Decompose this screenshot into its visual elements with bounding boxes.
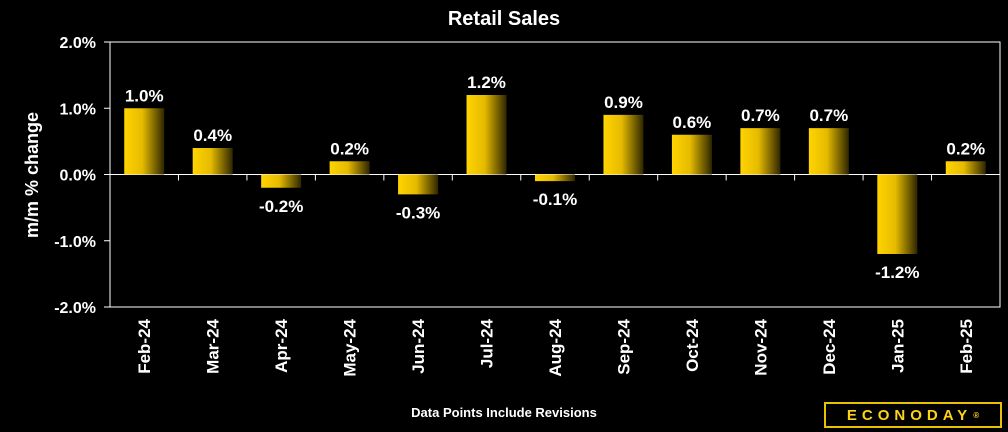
bar [603,114,644,175]
data-label: 0.7% [809,106,848,125]
data-label: 1.2% [467,73,506,92]
data-label: -1.2% [875,263,919,282]
logo-registered-mark: ® [973,410,980,420]
retail-sales-chart: Retail Sales m/m % change 2.0% 1.0% 0.0% -1… [22,8,1001,377]
x-tick-label: Jul-24 [478,318,497,368]
data-label: -0.1% [533,190,577,209]
bar [124,108,165,175]
bar [192,148,233,175]
x-tick-label: Apr-24 [272,318,291,372]
x-tick-label: Dec-24 [820,318,839,374]
x-tick-label: Oct-24 [683,318,702,371]
y-tick-label: 0.0% [60,168,96,185]
chart-title: Retail Sales [448,8,560,30]
x-tick-label: Sep-24 [614,318,633,374]
x-tick-label: Nov-24 [751,318,770,375]
x-tick-label: Feb-25 [957,319,976,374]
econoday-logo: ECONODAY ® [824,402,1002,428]
data-label: -0.3% [396,203,440,222]
y-tick-label: 1.0% [60,101,96,118]
logo-text: ECONODAY [846,406,973,424]
bar [877,174,918,254]
x-tick-label: Jun-24 [409,318,428,373]
x-tick-label: Jan-25 [888,319,907,373]
bar [466,95,507,175]
y-tick-label: -2.0% [54,300,96,317]
data-label: 0.6% [673,113,712,132]
data-label: 1.0% [125,86,164,105]
data-label: 0.4% [193,126,232,145]
bar [945,161,986,175]
bar [398,174,439,195]
x-tick-label: Aug-24 [546,318,565,376]
x-tick-label: Mar-24 [204,318,223,373]
y-tick-label: -1.0% [54,234,96,251]
bar [535,174,575,182]
footer-note: Data Points Include Revisions [411,405,597,420]
data-label: 0.9% [604,93,643,112]
data-label: 0.2% [330,139,369,158]
bar [671,134,712,175]
y-tick-label: 2.0% [60,35,96,52]
bar [808,128,849,175]
plot-area: 2.0% 1.0% 0.0% -1.0% -2.0% 1.0% Feb-24 0.4% Mar-… [54,35,1001,377]
x-tick-label: May-24 [341,318,360,376]
data-label: 0.7% [741,106,780,125]
bar [261,174,302,188]
y-axis-label: m/m % change [22,112,42,238]
data-label: -0.2% [259,197,303,216]
data-label: 0.2% [946,139,985,158]
bar [329,161,370,175]
x-tick-label: Feb-24 [135,318,154,373]
bar [740,128,781,175]
